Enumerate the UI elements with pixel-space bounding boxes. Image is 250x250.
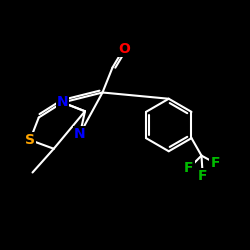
Text: O: O <box>118 42 130 56</box>
Text: S: S <box>25 133 35 147</box>
Text: F: F <box>210 156 220 170</box>
Text: N: N <box>57 96 68 110</box>
Text: F: F <box>184 161 194 175</box>
Text: N: N <box>74 127 86 141</box>
Text: F: F <box>198 169 207 182</box>
